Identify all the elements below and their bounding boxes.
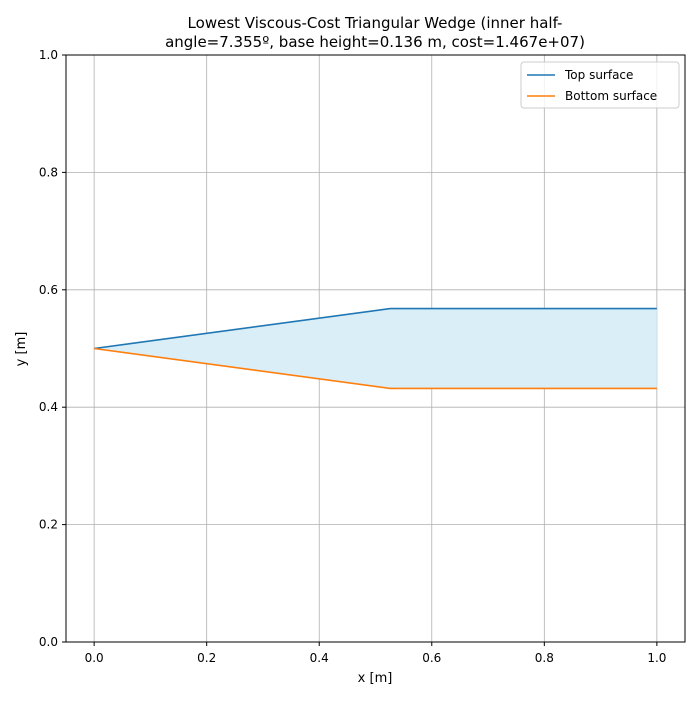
y-tick-label: 0.4 [39, 400, 58, 414]
chart-title-line-2: angle=7.355º, base height=0.136 m, cost=… [165, 33, 585, 51]
series-line [94, 347, 657, 390]
series-line [94, 307, 657, 350]
y-tick-label: 1.0 [39, 48, 58, 62]
x-tick-label: 1.0 [647, 651, 666, 665]
plot-frame [65, 54, 686, 643]
x-tick-label: 0.0 [85, 651, 104, 665]
y-axis-label: y [m] [14, 332, 29, 367]
chart-title-line-1: Lowest Viscous-Cost Triangular Wedge (in… [188, 14, 563, 32]
x-tick-label: 0.2 [197, 651, 216, 665]
legend-box [520, 61, 680, 109]
y-tick-label: 0.6 [39, 283, 58, 297]
x-axis-ticks: 0.0 0.2 0.4 0.6 0.8 1.0 [85, 642, 666, 665]
legend-label: Bottom surface [565, 89, 657, 103]
y-tick-label: 0.2 [39, 518, 58, 532]
series-lines [94, 307, 657, 390]
x-tick-label: 0.8 [535, 651, 554, 665]
y-tick-label: 0.8 [39, 165, 58, 179]
legend-label: Top surface [564, 68, 633, 82]
x-tick-label: 0.4 [310, 651, 329, 665]
wedge-fill-area [94, 308, 657, 389]
y-axis-ticks: 0.0 0.2 0.4 0.6 0.8 1.0 [39, 48, 66, 649]
y-tick-label: 0.0 [39, 635, 58, 649]
x-tick-label: 0.6 [422, 651, 441, 665]
x-axis-label: x [m] [358, 671, 393, 686]
legend: Top surface Bottom surface [520, 61, 680, 109]
legend-items: Top surface Bottom surface [527, 68, 657, 103]
